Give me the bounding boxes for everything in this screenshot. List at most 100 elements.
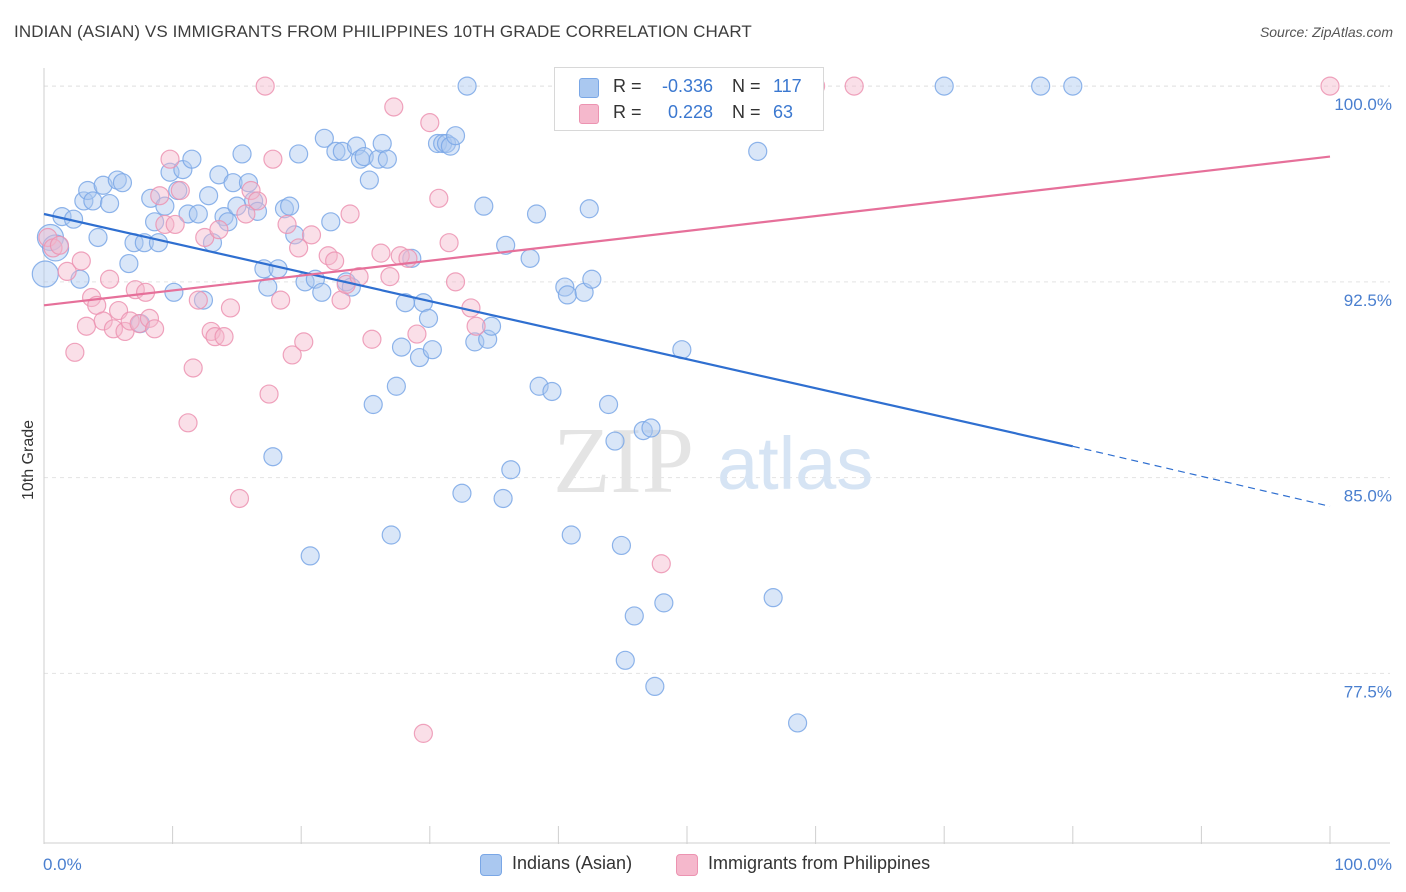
point-indians <box>314 128 334 148</box>
point-indians <box>280 196 300 216</box>
point-philippines <box>271 290 291 310</box>
legend-r-value: 0.228 <box>667 102 713 122</box>
legend-label-philippines: Immigrants from Philippines <box>708 853 931 873</box>
point-indians <box>561 525 581 545</box>
y-tick-label: 100.0% <box>1334 95 1392 114</box>
point-philippines <box>129 314 149 334</box>
point-philippines <box>429 188 449 208</box>
point-indians <box>496 235 516 255</box>
point-philippines <box>220 298 241 318</box>
point-philippines <box>71 251 91 271</box>
point-indians <box>520 248 540 268</box>
point-philippines <box>209 220 229 240</box>
legend-row-indians: R = -0.336 N = 117 <box>555 75 823 99</box>
point-indians <box>598 394 619 415</box>
point-philippines <box>247 191 268 211</box>
point-philippines <box>241 180 261 201</box>
legend-swatch-indians <box>480 854 502 876</box>
point-indians <box>247 201 268 221</box>
point-indians <box>31 260 59 288</box>
trend-line-indians <box>43 212 1074 448</box>
point-philippines <box>282 345 302 365</box>
series-legend: Indians (Asian) Immigrants from Philippi… <box>0 852 1406 878</box>
point-philippines <box>466 316 486 336</box>
point-philippines <box>155 214 175 235</box>
point-indians <box>188 204 208 224</box>
point-indians <box>238 173 259 193</box>
y-tick-label: 92.5% <box>1344 291 1392 310</box>
point-indians <box>83 191 103 211</box>
point-indians <box>263 447 283 467</box>
y-tick-label: 85.0% <box>1344 487 1392 506</box>
point-philippines <box>445 272 466 292</box>
point-philippines <box>384 97 404 117</box>
point-philippines <box>150 186 170 206</box>
source-label: Source: ZipAtlas.com <box>1259 24 1393 40</box>
point-indians <box>557 285 578 305</box>
point-indians <box>605 431 625 451</box>
point-philippines <box>844 76 864 96</box>
point-philippines <box>201 321 221 342</box>
point-indians <box>326 141 346 161</box>
point-philippines <box>301 225 322 245</box>
point-indians <box>615 650 635 670</box>
point-indians <box>555 277 575 297</box>
point-philippines <box>1320 76 1340 96</box>
point-indians <box>457 76 477 96</box>
tick-labels: 100.0% 92.5% 85.0% 77.5% 0.0% 100.0% <box>43 95 1392 874</box>
point-indians <box>1031 76 1051 96</box>
point-indians <box>354 146 374 167</box>
legend-n-value: 117 <box>773 76 802 96</box>
point-philippines <box>38 227 58 248</box>
point-philippines <box>263 149 283 169</box>
point-indians <box>193 290 214 310</box>
legend-row-philippines: R = 0.228 N = 63 <box>555 101 823 125</box>
watermark-atlas: atlas <box>717 422 873 505</box>
point-indians <box>422 340 442 360</box>
point-indians <box>787 713 808 733</box>
point-philippines <box>178 413 198 433</box>
point-indians <box>381 525 401 545</box>
point-philippines <box>371 243 391 263</box>
point-philippines <box>183 358 203 378</box>
point-indians <box>199 186 219 206</box>
point-indians <box>645 676 665 697</box>
point-indians <box>258 277 278 297</box>
point-philippines <box>439 233 459 253</box>
point-indians <box>363 394 383 415</box>
watermark-zip: ZIP <box>553 409 694 513</box>
legend-r-value: -0.336 <box>661 76 713 96</box>
point-indians <box>377 149 397 169</box>
point-philippines <box>651 554 671 574</box>
point-indians <box>99 193 120 214</box>
point-indians <box>274 199 295 219</box>
point-philippines <box>160 149 180 169</box>
point-indians <box>474 196 494 216</box>
point-indians <box>232 144 252 164</box>
point-indians <box>641 418 661 438</box>
x-tick-label: 0.0% <box>43 855 82 874</box>
legend-n-value: 63 <box>773 102 794 122</box>
point-indians <box>611 535 632 556</box>
point-indians <box>633 421 653 441</box>
point-indians <box>624 606 644 626</box>
point-philippines <box>318 246 338 266</box>
point-philippines <box>139 308 160 328</box>
point-indians <box>542 381 562 402</box>
point-indians <box>493 488 513 509</box>
point-indians <box>93 175 113 195</box>
trend-line-philippines <box>43 155 1331 307</box>
point-indians <box>182 149 202 169</box>
legend-r-label: R = <box>613 102 642 122</box>
point-indians <box>321 212 341 232</box>
point-indians <box>164 282 184 302</box>
x-tick-label: 100.0% <box>1334 855 1392 874</box>
point-indians <box>481 316 502 336</box>
point-indians <box>88 227 108 248</box>
point-philippines <box>325 251 345 271</box>
point-philippines <box>93 311 113 331</box>
point-philippines <box>380 267 400 287</box>
point-indians <box>119 253 139 274</box>
point-philippines <box>188 290 208 310</box>
